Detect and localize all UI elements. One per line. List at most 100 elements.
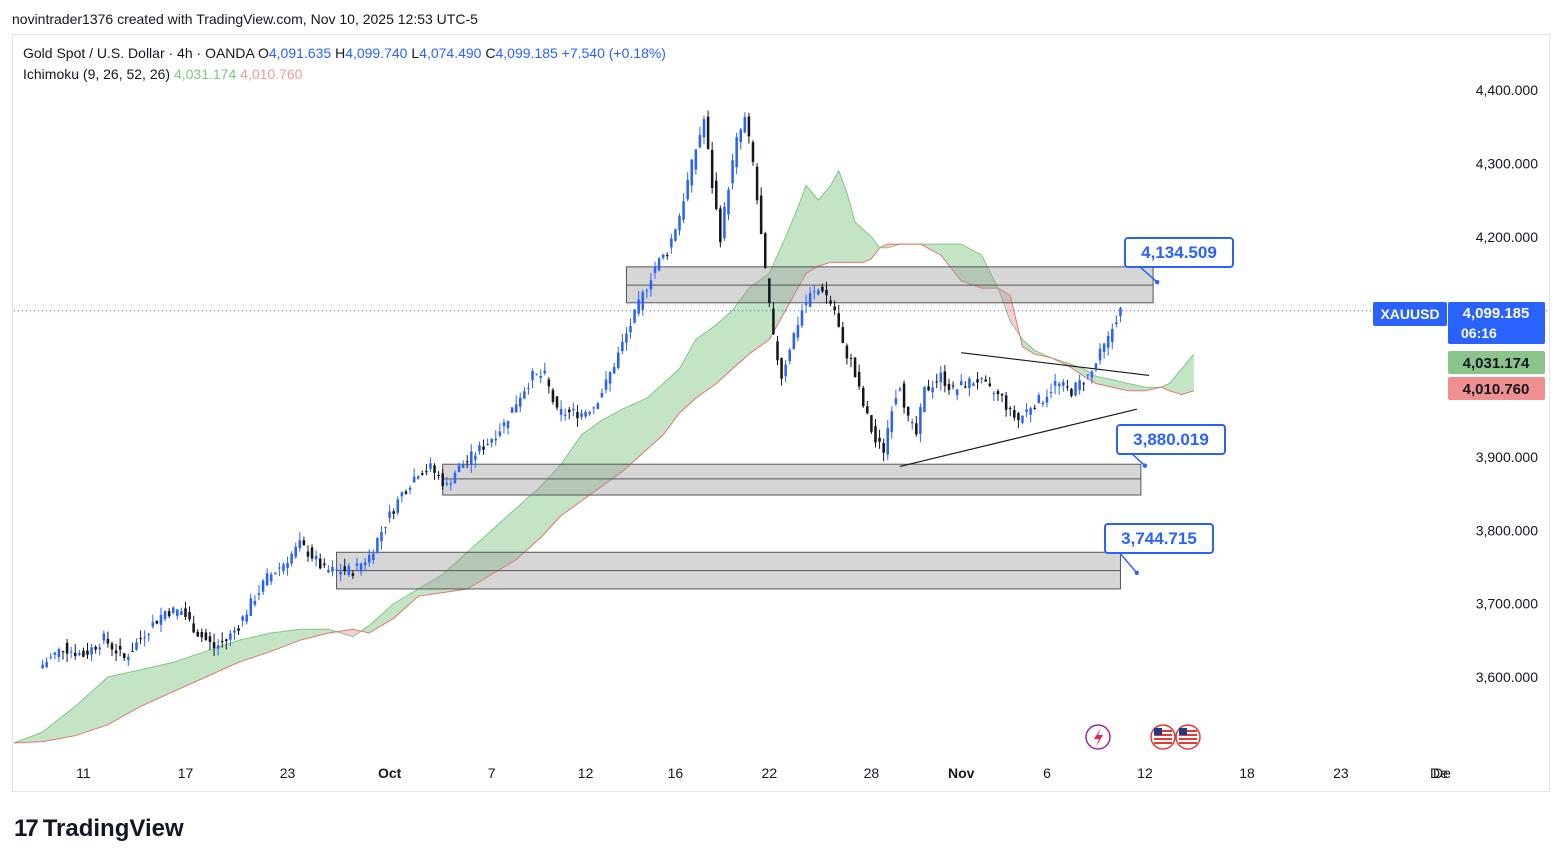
candle[interactable]	[927, 386, 930, 391]
candle[interactable]	[649, 280, 653, 290]
candle[interactable]	[637, 299, 640, 314]
candle[interactable]	[282, 564, 285, 571]
candle[interactable]	[935, 381, 938, 383]
candle[interactable]	[261, 580, 265, 592]
candle[interactable]	[269, 574, 273, 582]
candle[interactable]	[800, 310, 804, 326]
candle[interactable]	[69, 651, 73, 653]
candle[interactable]	[314, 555, 318, 560]
candle[interactable]	[437, 474, 440, 476]
candle[interactable]	[78, 652, 81, 655]
candle[interactable]	[955, 389, 959, 396]
candle[interactable]	[841, 327, 845, 343]
candle[interactable]	[351, 573, 355, 576]
candle[interactable]	[686, 179, 689, 200]
candle[interactable]	[331, 566, 334, 572]
candle[interactable]	[731, 160, 734, 184]
span-a-tag[interactable]	[1448, 351, 1545, 374]
candle[interactable]	[923, 386, 926, 413]
candle[interactable]	[106, 638, 110, 644]
candle[interactable]	[372, 553, 375, 561]
candle[interactable]	[310, 547, 314, 559]
candle[interactable]	[976, 379, 979, 383]
candle[interactable]	[257, 593, 261, 595]
candle[interactable]	[837, 313, 841, 327]
candle[interactable]	[392, 511, 395, 514]
candle[interactable]	[763, 233, 767, 268]
candle[interactable]	[825, 289, 828, 296]
candle[interactable]	[1004, 395, 1008, 410]
candle[interactable]	[604, 379, 608, 390]
candle[interactable]	[265, 573, 269, 586]
candle[interactable]	[470, 451, 473, 465]
candle[interactable]	[225, 639, 228, 642]
price-callout-box[interactable]	[1124, 237, 1234, 268]
candle[interactable]	[755, 166, 759, 201]
candle[interactable]	[1078, 380, 1081, 391]
candle[interactable]	[1066, 386, 1069, 388]
candle[interactable]	[608, 372, 612, 384]
candle[interactable]	[453, 472, 457, 484]
candle[interactable]	[555, 396, 559, 408]
candle[interactable]	[98, 647, 102, 650]
candle[interactable]	[714, 180, 718, 209]
candle[interactable]	[1102, 343, 1106, 352]
candle[interactable]	[653, 266, 657, 273]
candle[interactable]	[612, 366, 616, 374]
candle[interactable]	[1053, 381, 1057, 386]
candle[interactable]	[1111, 328, 1114, 343]
span-b-tag[interactable]	[1448, 377, 1545, 400]
candle[interactable]	[878, 437, 881, 442]
candle[interactable]	[768, 278, 771, 304]
candle[interactable]	[421, 473, 424, 475]
candle[interactable]	[808, 292, 812, 307]
candle[interactable]	[943, 371, 947, 386]
tradingview-logo[interactable]: 17 TradingView	[14, 815, 184, 843]
candle[interactable]	[416, 476, 420, 479]
candle[interactable]	[433, 465, 436, 473]
candle[interactable]	[478, 445, 481, 452]
candle[interactable]	[1041, 402, 1045, 405]
price-callout-box[interactable]	[1116, 424, 1226, 455]
candle[interactable]	[110, 643, 114, 650]
candle[interactable]	[563, 414, 567, 416]
candle[interactable]	[286, 563, 289, 569]
candle[interactable]	[723, 206, 726, 239]
candle[interactable]	[890, 411, 894, 432]
candle[interactable]	[964, 386, 967, 388]
candle[interactable]	[429, 463, 432, 469]
candle[interactable]	[833, 306, 836, 311]
candle[interactable]	[992, 393, 996, 395]
candle[interactable]	[498, 431, 502, 436]
candle[interactable]	[384, 526, 387, 528]
candle[interactable]	[845, 345, 849, 359]
candle[interactable]	[1119, 307, 1122, 317]
candle[interactable]	[200, 631, 204, 638]
candle[interactable]	[951, 385, 955, 387]
candle[interactable]	[253, 600, 257, 605]
candle[interactable]	[404, 491, 408, 494]
candle[interactable]	[1115, 322, 1118, 325]
trendline-upper[interactable]	[961, 352, 1150, 377]
candle[interactable]	[788, 349, 792, 362]
candle[interactable]	[1094, 363, 1098, 369]
candle[interactable]	[792, 333, 796, 350]
candle[interactable]	[127, 656, 130, 661]
candle[interactable]	[915, 423, 918, 435]
symbol-legend[interactable]: Gold Spot / U.S. Dollar · 4h · OANDA O4,…	[23, 45, 666, 61]
candle[interactable]	[355, 563, 359, 566]
candle[interactable]	[412, 476, 416, 483]
candle[interactable]	[151, 622, 155, 627]
candle[interactable]	[380, 531, 383, 542]
candle[interactable]	[131, 651, 134, 653]
candle[interactable]	[1070, 388, 1073, 396]
candle[interactable]	[514, 404, 518, 413]
candle[interactable]	[1049, 391, 1053, 394]
candle[interactable]	[339, 572, 342, 575]
candle[interactable]	[702, 119, 706, 138]
candle[interactable]	[678, 215, 681, 231]
candle[interactable]	[53, 652, 57, 655]
candle[interactable]	[776, 341, 779, 361]
candle[interactable]	[710, 149, 714, 189]
candle[interactable]	[580, 413, 583, 417]
